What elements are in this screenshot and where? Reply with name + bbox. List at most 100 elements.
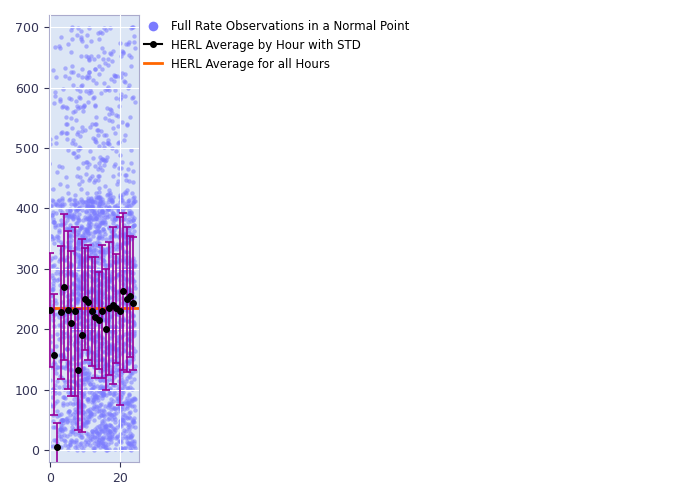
Point bbox=[125, 414, 136, 422]
Point bbox=[127, 430, 138, 438]
Point bbox=[97, 256, 108, 264]
Point bbox=[65, 302, 76, 310]
Point bbox=[108, 387, 120, 395]
Point bbox=[76, 262, 88, 270]
Point bbox=[109, 388, 120, 396]
Point bbox=[99, 265, 111, 273]
Point bbox=[116, 285, 127, 293]
Point bbox=[76, 272, 88, 280]
Point bbox=[88, 243, 99, 251]
Point bbox=[91, 352, 102, 360]
Point bbox=[85, 211, 97, 219]
Point bbox=[121, 394, 132, 402]
Point bbox=[92, 300, 103, 308]
Point bbox=[51, 310, 62, 318]
Point bbox=[102, 274, 113, 282]
Point bbox=[123, 38, 134, 46]
Point bbox=[43, 214, 55, 222]
Point bbox=[86, 296, 97, 304]
Point bbox=[108, 162, 120, 170]
Point bbox=[61, 302, 72, 310]
Point bbox=[78, 216, 89, 224]
Point bbox=[99, 424, 110, 432]
Point bbox=[123, 390, 134, 398]
Point bbox=[43, 438, 55, 446]
Point bbox=[73, 276, 84, 284]
Point bbox=[85, 376, 97, 384]
Point bbox=[58, 289, 69, 297]
Point bbox=[71, 287, 82, 295]
Point bbox=[111, 334, 122, 342]
Point bbox=[76, 256, 87, 264]
Point bbox=[77, 243, 88, 251]
Point bbox=[87, 302, 98, 310]
Point bbox=[123, 359, 134, 367]
Point bbox=[88, 333, 99, 341]
Point bbox=[90, 214, 101, 222]
Point bbox=[120, 339, 131, 347]
Point bbox=[57, 312, 68, 320]
Point bbox=[128, 302, 139, 310]
Point bbox=[102, 138, 113, 146]
Point bbox=[73, 274, 84, 282]
Point bbox=[103, 136, 114, 144]
Point bbox=[108, 340, 119, 348]
Point bbox=[92, 361, 104, 369]
Point bbox=[108, 358, 119, 366]
Point bbox=[98, 316, 109, 324]
Point bbox=[125, 357, 136, 365]
Point bbox=[127, 189, 138, 197]
Point bbox=[77, 270, 88, 278]
Point bbox=[44, 272, 55, 280]
Point bbox=[74, 180, 85, 188]
Point bbox=[47, 286, 58, 294]
Point bbox=[101, 360, 112, 368]
Point bbox=[104, 110, 115, 118]
Point bbox=[88, 312, 99, 320]
Point bbox=[83, 56, 94, 64]
Point bbox=[87, 384, 98, 392]
Point bbox=[96, 421, 107, 429]
Point bbox=[120, 176, 132, 184]
Point bbox=[83, 316, 94, 324]
Point bbox=[72, 218, 83, 226]
Point bbox=[125, 434, 136, 442]
Point bbox=[95, 298, 106, 306]
Point bbox=[88, 372, 99, 380]
Point bbox=[52, 221, 63, 229]
Point bbox=[94, 62, 105, 70]
Point bbox=[66, 437, 77, 445]
Point bbox=[83, 24, 94, 32]
Point bbox=[96, 411, 107, 419]
Point bbox=[101, 313, 112, 321]
Point bbox=[62, 332, 74, 340]
Point bbox=[80, 198, 92, 205]
Point bbox=[62, 146, 74, 154]
Point bbox=[62, 358, 73, 366]
Point bbox=[61, 182, 72, 190]
Point bbox=[124, 322, 135, 330]
Point bbox=[96, 382, 107, 390]
Point bbox=[124, 445, 135, 453]
Point bbox=[62, 266, 74, 274]
Point bbox=[85, 409, 96, 417]
Point bbox=[102, 426, 113, 434]
Point bbox=[127, 198, 139, 206]
Point bbox=[48, 286, 59, 294]
Point bbox=[95, 300, 106, 308]
Point bbox=[113, 170, 125, 178]
Point bbox=[101, 278, 112, 286]
Point bbox=[89, 258, 100, 266]
Point bbox=[104, 86, 115, 94]
Point bbox=[97, 335, 108, 343]
Point bbox=[104, 260, 116, 268]
Point bbox=[46, 262, 57, 270]
Point bbox=[65, 262, 76, 270]
Point bbox=[71, 330, 82, 338]
Point bbox=[104, 277, 115, 285]
Point bbox=[119, 78, 130, 86]
Point bbox=[56, 416, 67, 424]
Point bbox=[124, 214, 135, 222]
Point bbox=[100, 266, 111, 274]
Point bbox=[62, 270, 74, 278]
